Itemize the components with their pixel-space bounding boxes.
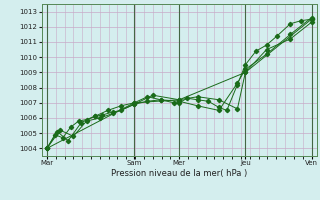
X-axis label: Pression niveau de la mer( hPa ): Pression niveau de la mer( hPa )	[111, 169, 247, 178]
